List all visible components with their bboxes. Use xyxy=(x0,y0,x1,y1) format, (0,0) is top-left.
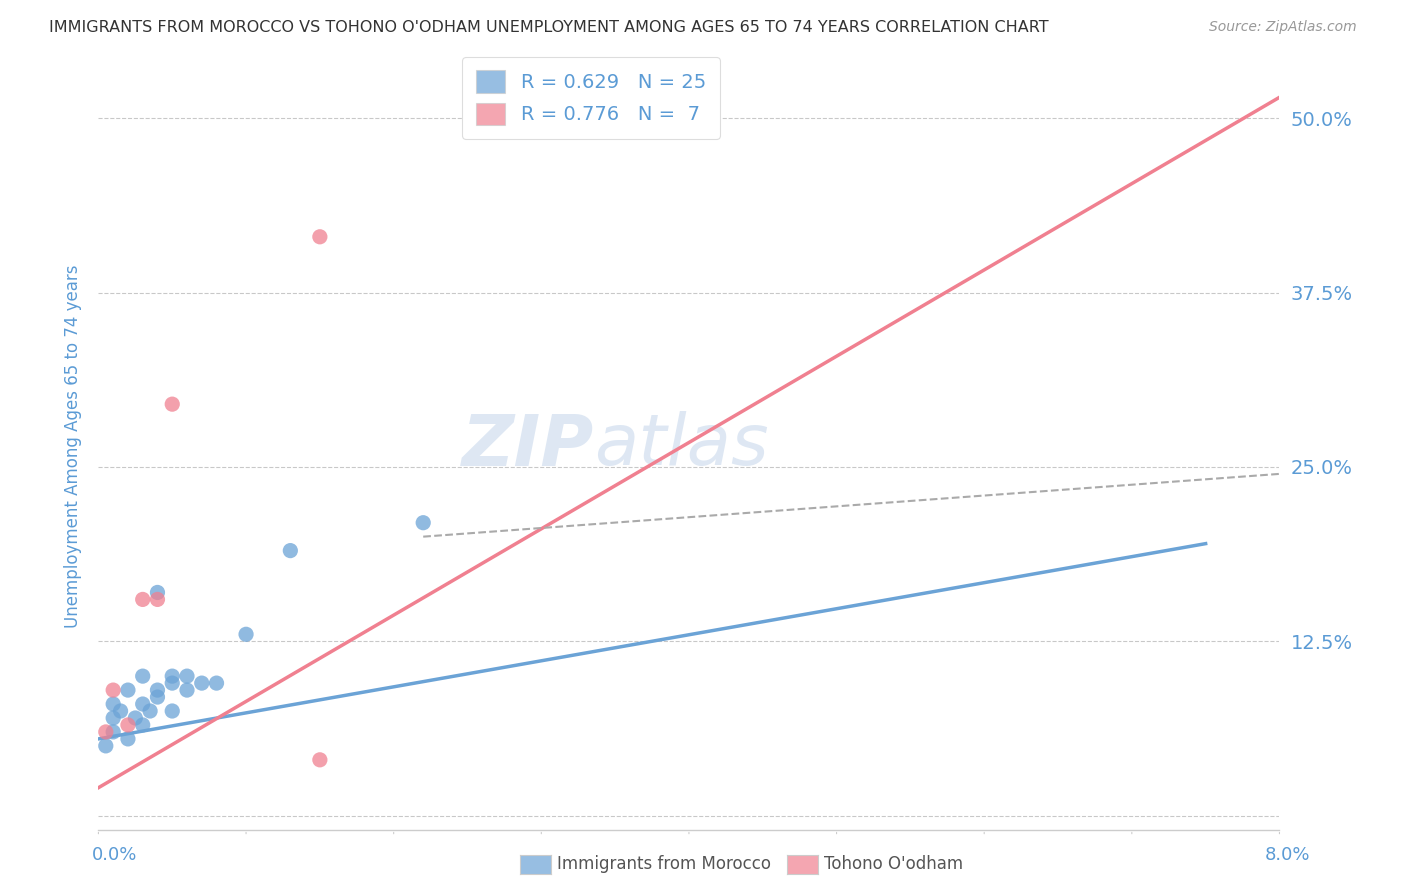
Point xyxy=(309,753,332,767)
Text: atlas: atlas xyxy=(595,411,769,481)
Point xyxy=(94,739,117,753)
Point xyxy=(162,397,183,411)
Point xyxy=(110,704,132,718)
Point xyxy=(103,725,125,739)
Text: Source: ZipAtlas.com: Source: ZipAtlas.com xyxy=(1209,20,1357,34)
Text: IMMIGRANTS FROM MOROCCO VS TOHONO O'ODHAM UNEMPLOYMENT AMONG AGES 65 TO 74 YEARS: IMMIGRANTS FROM MOROCCO VS TOHONO O'ODHA… xyxy=(49,20,1049,35)
Point xyxy=(146,585,169,599)
Point xyxy=(146,683,169,698)
Point xyxy=(139,704,162,718)
Point xyxy=(132,697,155,711)
Point xyxy=(132,669,155,683)
Legend: R = 0.629   N = 25, R = 0.776   N =  7: R = 0.629 N = 25, R = 0.776 N = 7 xyxy=(463,57,720,138)
Point xyxy=(132,592,155,607)
Point xyxy=(162,669,183,683)
Point xyxy=(117,718,139,732)
Point xyxy=(103,683,125,698)
Point xyxy=(205,676,228,690)
Text: Immigrants from Morocco: Immigrants from Morocco xyxy=(557,855,770,873)
Text: ZIP: ZIP xyxy=(463,411,595,481)
Y-axis label: Unemployment Among Ages 65 to 74 years: Unemployment Among Ages 65 to 74 years xyxy=(63,264,82,628)
Text: 8.0%: 8.0% xyxy=(1265,846,1310,863)
Point xyxy=(103,697,125,711)
Point xyxy=(309,229,332,244)
Text: 0.0%: 0.0% xyxy=(91,846,136,863)
Point xyxy=(94,725,117,739)
Point xyxy=(132,718,155,732)
Point xyxy=(162,676,183,690)
Text: Tohono O'odham: Tohono O'odham xyxy=(824,855,963,873)
Point xyxy=(146,592,169,607)
Point xyxy=(280,543,302,558)
Point xyxy=(124,711,146,725)
Point xyxy=(162,704,183,718)
Point xyxy=(191,676,214,690)
Point xyxy=(146,690,169,704)
Point xyxy=(176,669,198,683)
Point xyxy=(103,711,125,725)
Point xyxy=(117,731,139,746)
Point xyxy=(235,627,257,641)
Point xyxy=(176,683,198,698)
Point xyxy=(117,683,139,698)
Point xyxy=(412,516,434,530)
